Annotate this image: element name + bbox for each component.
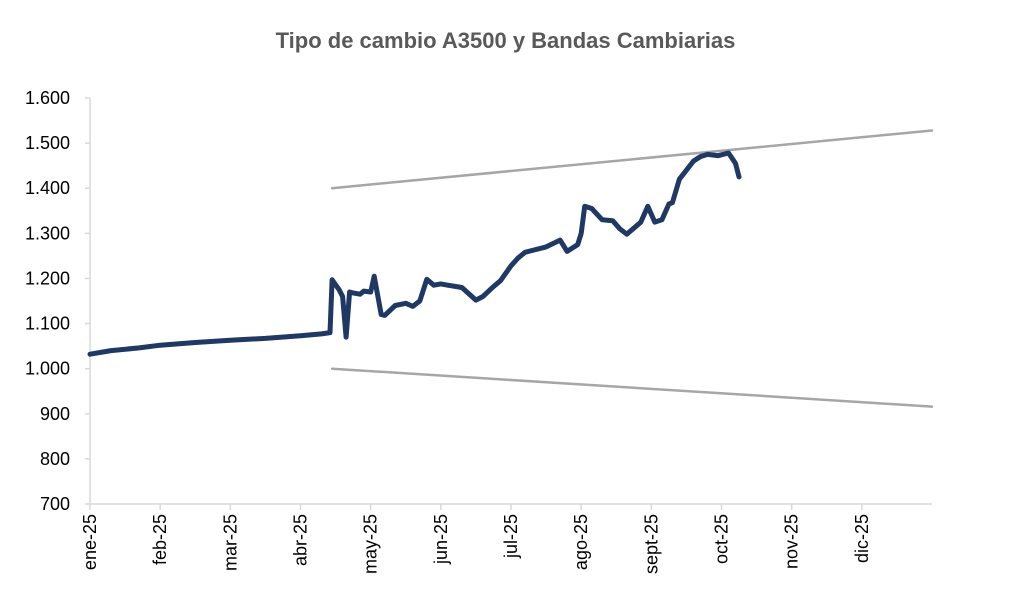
x-tick-label: dic-25	[852, 514, 872, 563]
y-tick-labels: 700 800 900 1.000 1.100 1.200 1.300 1.400 1.500 1…	[25, 88, 70, 514]
x-tick-label: may-25	[361, 514, 381, 574]
x-tick-label: ene-25	[80, 514, 100, 570]
y-tick-label: 1.500	[25, 133, 70, 153]
x-tick-label: nov-25	[782, 514, 802, 569]
band-lines	[330, 129, 934, 408]
x-tick-label: oct-25	[712, 514, 732, 564]
y-tick-label: 1.000	[25, 359, 70, 379]
y-tick-label: 1.200	[25, 268, 70, 288]
y-tick-label: 800	[40, 449, 70, 469]
y-tick-label: 1.100	[25, 314, 70, 334]
x-tick-label: feb-25	[150, 514, 170, 565]
y-tick-label: 1.600	[25, 88, 70, 108]
upper-band-line	[330, 129, 934, 190]
x-tick-label: jul-25	[501, 514, 521, 559]
y-tick-label: 900	[40, 404, 70, 424]
a3500-line	[87, 150, 742, 357]
series-lines	[87, 150, 742, 357]
lower-band-line	[330, 367, 934, 408]
y-tick-label: 1.400	[25, 178, 70, 198]
y-tick-label: 1.300	[25, 223, 70, 243]
axes	[85, 97, 932, 510]
chart-title: Tipo de cambio A3500 y Bandas Cambiarias	[275, 28, 736, 53]
x-tick-label: ago-25	[571, 514, 591, 570]
x-tick-label: sept-25	[641, 514, 661, 574]
y-tick-label: 700	[40, 494, 70, 514]
x-tick-label: mar-25	[220, 514, 240, 571]
x-tick-label: abr-25	[291, 514, 311, 566]
x-tick-label: jun-25	[431, 514, 451, 565]
x-tick-labels: ene-25 feb-25 mar-25 abr-25 may-25 jun-25 jul-…	[80, 514, 872, 574]
